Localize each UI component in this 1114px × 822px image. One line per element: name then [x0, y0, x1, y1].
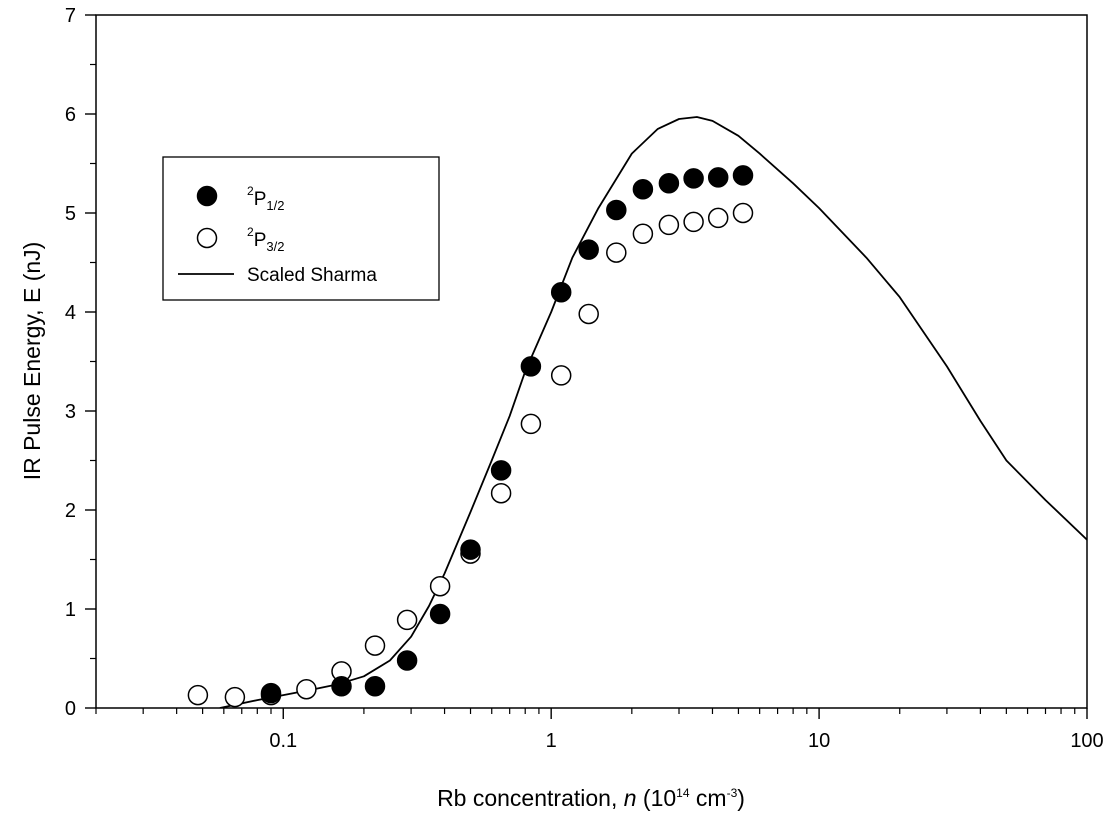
legend-label-p32: 2P3/2: [247, 225, 284, 254]
x-axis-label: Rb concentration, n (1014 cm-3): [437, 785, 745, 811]
data-point-p32: [658, 214, 680, 236]
data-point-p32: [187, 684, 209, 706]
x-tick-label: 0.1: [269, 730, 297, 752]
data-point-p32: [606, 242, 627, 263]
data-point-p32: [490, 482, 512, 504]
axis-ticks: 0 1 2 3 4 5 6 7 0.1 1 10 100: [65, 5, 1104, 752]
y-tick-label: 7: [65, 5, 76, 27]
y-tick-label: 4: [65, 302, 76, 324]
data-point-p12: [578, 239, 599, 260]
data-point-p12: [606, 199, 627, 221]
data-point-p12: [550, 281, 572, 303]
data-point-p12: [331, 675, 352, 697]
y-tick-label: 1: [65, 599, 76, 621]
data-point-p12: [429, 603, 451, 625]
data-point-p12: [460, 539, 481, 560]
legend-marker-p12: [196, 185, 218, 207]
data-point-p32: [683, 211, 704, 233]
data-point-p32: [732, 202, 754, 224]
data-point-p12: [364, 675, 386, 697]
x-tick-label: 100: [1070, 730, 1103, 752]
y-tick-label: 3: [65, 401, 76, 423]
data-point-p32: [550, 365, 572, 386]
data-point-p12: [490, 460, 512, 481]
data-point-p32: [429, 575, 451, 597]
data-point-p32: [578, 303, 599, 325]
plot-content: [187, 116, 1087, 708]
series-line-scaled-sharma: [219, 116, 1087, 708]
y-tick-label: 0: [65, 698, 76, 720]
legend-label-sharma: Scaled Sharma: [247, 265, 377, 286]
legend-label-p12: 2P1/2: [247, 184, 284, 213]
data-point-p32: [364, 635, 386, 656]
legend-marker-p32: [196, 227, 218, 249]
data-point-p12: [260, 682, 282, 704]
data-point-p32: [224, 686, 246, 708]
x-tick-label: 1: [546, 730, 557, 752]
y-axis-label: IR Pulse Energy, E (nJ): [19, 242, 45, 481]
x-tick-label: 10: [808, 730, 830, 752]
data-point-p32: [396, 609, 418, 631]
data-point-p12: [707, 167, 729, 188]
data-point-p12: [683, 168, 704, 189]
y-tick-label: 5: [65, 203, 76, 225]
data-point-p12: [732, 165, 754, 186]
data-point-p32: [520, 413, 542, 435]
data-point-p12: [520, 356, 542, 377]
data-point-p32: [296, 678, 317, 700]
data-point-p12: [658, 173, 680, 194]
data-point-p32: [707, 207, 729, 229]
plot-area: [187, 116, 1087, 708]
y-tick-label: 2: [65, 500, 76, 522]
data-point-p12: [396, 650, 418, 671]
y-tick-label: 6: [65, 104, 76, 126]
data-point-p32: [632, 223, 654, 245]
legend: 2P1/2 2P3/2 Scaled Sharma: [162, 156, 440, 301]
data-point-p12: [632, 178, 654, 200]
